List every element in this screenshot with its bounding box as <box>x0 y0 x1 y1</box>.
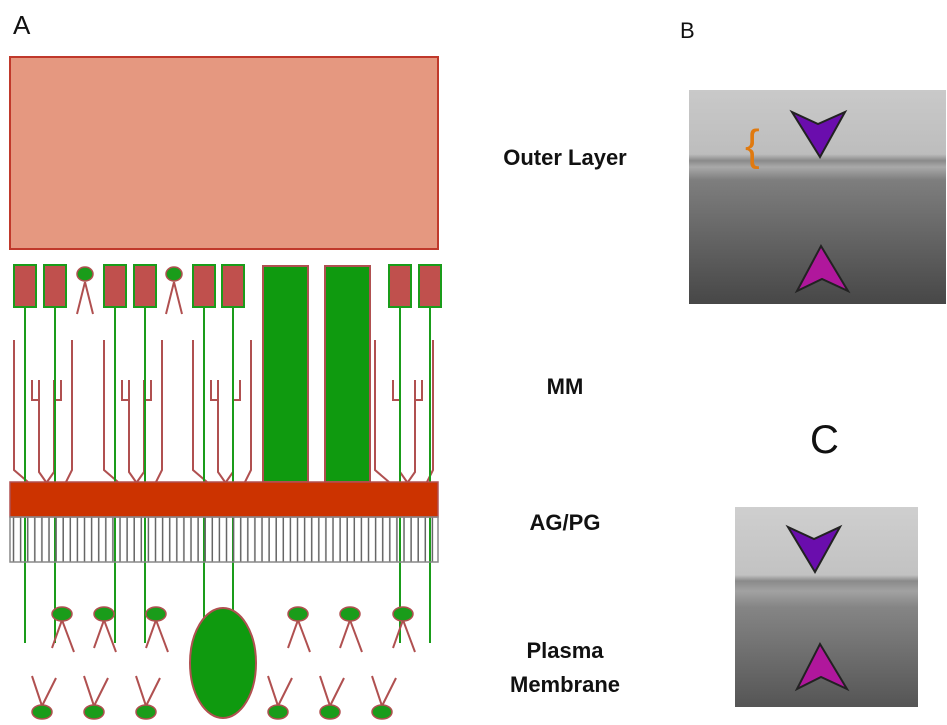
plasma-membrane <box>32 607 415 719</box>
panel-label: B <box>680 18 695 44</box>
layer-label: MM <box>465 370 665 404</box>
mycomembrane <box>14 265 441 643</box>
peptidoglycan <box>10 517 438 562</box>
arabinogalactan <box>10 482 438 517</box>
outer-layer <box>10 57 438 249</box>
panel-label: A <box>13 10 30 41</box>
layer-label: AG/PG <box>465 506 665 540</box>
layer-label: Outer Layer <box>465 141 665 175</box>
svg-text:{: { <box>745 121 760 170</box>
micrograph-b: { <box>689 90 946 304</box>
figure: { A B C Outer Layer MM AG/PG Plasma Memb… <box>0 0 947 725</box>
layer-label: Plasma Membrane <box>465 634 665 702</box>
panel-label: C <box>810 418 839 463</box>
micrograph-c <box>735 507 918 707</box>
diagram: { <box>0 0 947 725</box>
